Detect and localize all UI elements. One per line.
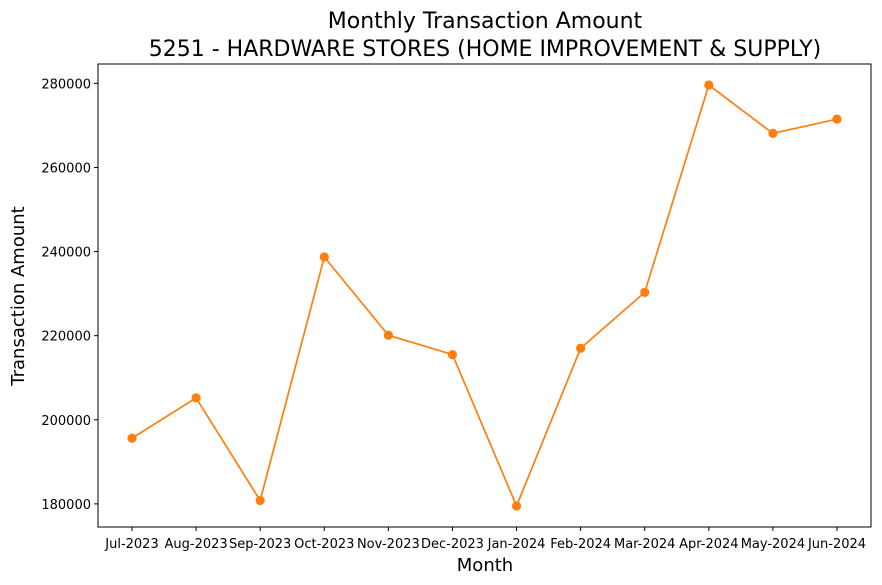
- data-point: [127, 433, 137, 443]
- data-point: [511, 501, 522, 511]
- x-tick-label: Jul-2023: [104, 537, 158, 552]
- chart-title: Monthly Transaction Amount: [328, 9, 643, 34]
- y-tick-label: 220000: [41, 330, 91, 345]
- y-tick-label: 200000: [41, 414, 91, 429]
- data-point: [447, 349, 458, 360]
- x-tick-label: Nov-2023: [357, 537, 420, 552]
- x-tick-label: Jan-2024: [487, 537, 546, 552]
- data-point: [704, 80, 714, 90]
- plot-frame: [97, 63, 872, 528]
- series-line: [131, 83, 838, 509]
- chart-subtitle: 5251 - HARDWARE STORES (HOME IMPROVEMENT…: [149, 37, 821, 62]
- x-axis-label: Month: [457, 555, 513, 576]
- y-axis: 180000 200000 220000 240000 260000 280000: [41, 77, 98, 513]
- y-tick-label: 280000: [41, 77, 91, 92]
- data-point: [640, 287, 650, 297]
- x-tick-label: May-2024: [741, 537, 805, 552]
- x-tick-label: Feb-2024: [550, 537, 611, 552]
- x-tick-label: Dec-2023: [421, 537, 484, 552]
- data-point: [768, 128, 778, 138]
- data-point: [832, 114, 842, 124]
- series-layer: [127, 80, 842, 511]
- x-tick-label: Mar-2024: [614, 537, 675, 552]
- x-tick-label: Jun-2024: [807, 537, 866, 552]
- y-tick-label: 240000: [41, 246, 91, 261]
- x-tick-label: Apr-2024: [679, 537, 738, 552]
- data-point: [191, 393, 201, 403]
- data-point: [383, 330, 393, 340]
- y-axis-label: Transaction Amount: [8, 206, 29, 386]
- data-point: [255, 495, 265, 506]
- data-point: [319, 252, 329, 262]
- x-tick-label: Sep-2023: [229, 537, 291, 552]
- data-point: [576, 343, 586, 353]
- x-tick-label: Oct-2023: [294, 537, 354, 552]
- y-tick-label: 260000: [41, 161, 91, 176]
- y-tick-label: 180000: [41, 498, 91, 513]
- x-tick-label: Aug-2023: [165, 537, 228, 552]
- x-axis: Jul-2023 Aug-2023 Sep-2023 Oct-2023 Nov-2023…: [104, 527, 866, 552]
